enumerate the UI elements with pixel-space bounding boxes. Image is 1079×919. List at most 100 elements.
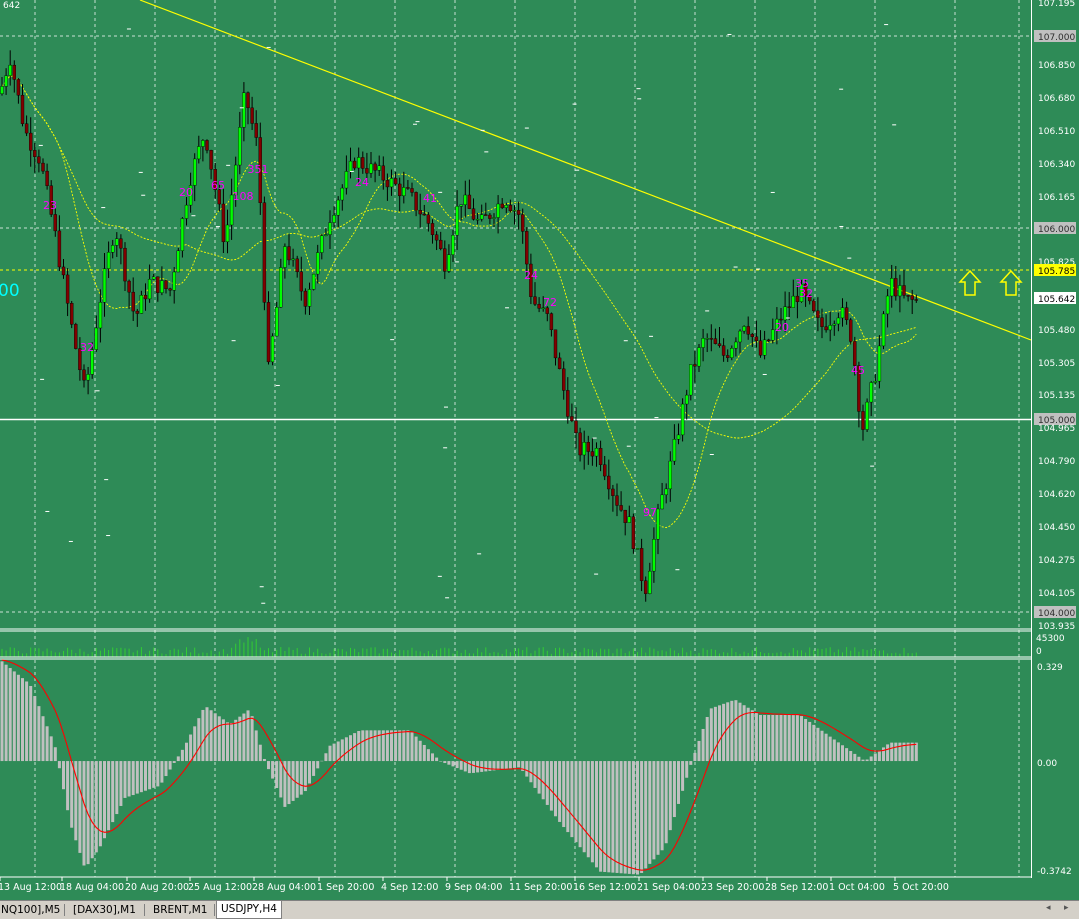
tab-nq100[interactable]: NQ100],M5 bbox=[1, 904, 61, 916]
candle-body bbox=[106, 252, 111, 269]
candle-body bbox=[74, 324, 78, 349]
candle-body bbox=[336, 199, 340, 216]
macd-histogram-bar bbox=[668, 761, 672, 831]
candle-body bbox=[557, 357, 562, 370]
macd-histogram-bar bbox=[0, 661, 4, 762]
macd-min-label: -0.3742 bbox=[1037, 867, 1072, 877]
candle-body bbox=[492, 217, 496, 219]
macd-histogram-bar bbox=[160, 761, 164, 783]
candle-body bbox=[865, 401, 869, 430]
macd-histogram-bar bbox=[877, 750, 881, 762]
candle-body bbox=[906, 295, 910, 297]
candle-body bbox=[430, 223, 435, 235]
macd-histogram-bar bbox=[238, 716, 242, 762]
macd-histogram-bar bbox=[66, 761, 70, 811]
macd-histogram-bar bbox=[62, 761, 65, 790]
macd-histogram-bar bbox=[623, 761, 627, 874]
candle-body bbox=[656, 508, 660, 540]
macd-histogram-bar bbox=[812, 724, 816, 762]
macd-histogram-bar bbox=[385, 730, 389, 762]
macd-histogram-bar bbox=[33, 696, 37, 762]
macd-histogram-bar bbox=[767, 714, 771, 762]
annotation-label: 41 bbox=[423, 192, 437, 205]
macd-histogram-bar bbox=[496, 761, 500, 770]
candle-body bbox=[549, 313, 554, 331]
up-arrow-icon bbox=[999, 269, 1023, 296]
candle-body bbox=[586, 442, 590, 452]
slow-ma-line bbox=[1, 75, 917, 439]
tab-dax30[interactable]: [DAX30],M1 bbox=[73, 904, 136, 916]
candle-body bbox=[65, 274, 70, 304]
annotation-label: 20 bbox=[775, 321, 789, 334]
candle-body bbox=[402, 187, 406, 197]
candle-body bbox=[890, 278, 894, 297]
macd-histogram-bar bbox=[107, 761, 111, 831]
macd-histogram-bar bbox=[217, 716, 221, 762]
macd-histogram-bar bbox=[422, 744, 426, 762]
macd-histogram-bar bbox=[41, 716, 45, 762]
candle-body bbox=[205, 140, 209, 151]
candle-body bbox=[373, 163, 377, 171]
macd-histogram-bar bbox=[750, 710, 754, 762]
macd-histogram-bar bbox=[394, 730, 398, 762]
candle-body bbox=[849, 319, 853, 342]
macd-histogram-bar bbox=[381, 730, 385, 762]
macd-histogram-bar bbox=[517, 761, 521, 768]
candle-body bbox=[844, 307, 849, 321]
price-axis-label: 106.850 bbox=[1038, 61, 1075, 71]
macd-histogram-bar bbox=[480, 761, 484, 772]
candle-body bbox=[668, 460, 672, 490]
tab-usdjpy[interactable]: USDJPY,H4 bbox=[216, 901, 282, 919]
candle-body bbox=[738, 330, 742, 343]
time-axis-label: 1 Sep 20:00 bbox=[317, 882, 374, 893]
candle-body bbox=[664, 488, 668, 496]
candle-body bbox=[721, 345, 726, 356]
time-axis-label: 11 Sep 20:00 bbox=[509, 882, 572, 893]
macd-histogram-bar bbox=[152, 761, 156, 788]
candle-body bbox=[98, 302, 103, 329]
macd-histogram-bar bbox=[431, 753, 434, 762]
candle-body bbox=[730, 348, 734, 358]
candle-body bbox=[885, 295, 890, 315]
macd-histogram-bar bbox=[176, 756, 180, 762]
candle-body bbox=[94, 327, 99, 350]
candle-body bbox=[270, 335, 275, 363]
candle-body bbox=[570, 416, 574, 421]
annotation-label: 24 bbox=[524, 269, 538, 282]
time-axis-label: 13 Aug 12:00 bbox=[0, 882, 62, 893]
annotation-label: 45 bbox=[851, 364, 865, 377]
level-label: 106.000 bbox=[1038, 225, 1075, 235]
candle-body bbox=[652, 539, 656, 572]
macd-histogram-bar bbox=[447, 761, 451, 765]
macd-histogram-bar bbox=[234, 719, 238, 762]
candle-body bbox=[242, 92, 246, 128]
macd-histogram-bar bbox=[508, 761, 512, 769]
macd-histogram-bar bbox=[193, 726, 197, 762]
macd-histogram-bar bbox=[324, 753, 328, 762]
candle-body bbox=[78, 348, 82, 371]
candle-body bbox=[676, 434, 681, 440]
candle-body bbox=[701, 338, 705, 348]
macd-histogram-bar bbox=[800, 716, 803, 762]
candle-body bbox=[762, 339, 767, 356]
price-axis-label: 103.935 bbox=[1038, 622, 1075, 632]
macd-histogram-bar bbox=[656, 761, 660, 855]
macd-histogram-bar bbox=[697, 740, 701, 762]
candle-body bbox=[508, 204, 513, 212]
macd-histogram-bar bbox=[12, 671, 16, 762]
candle-body bbox=[439, 239, 443, 249]
macd-histogram-bar bbox=[82, 761, 86, 866]
macd-histogram-bar bbox=[287, 761, 291, 805]
macd-histogram-bar bbox=[463, 761, 467, 772]
candle-body bbox=[229, 194, 234, 226]
scroll-left-icon[interactable]: ◂ bbox=[1046, 903, 1051, 913]
tab-brent[interactable]: BRENT,M1 bbox=[153, 904, 208, 916]
macd-histogram-bar bbox=[291, 761, 295, 801]
macd-histogram-bar bbox=[295, 761, 299, 798]
candle-body bbox=[37, 156, 41, 164]
macd-histogram-bar bbox=[172, 761, 176, 763]
macd-histogram-bar bbox=[832, 739, 836, 762]
candle-body bbox=[521, 214, 525, 232]
scroll-right-icon[interactable]: ▸ bbox=[1064, 903, 1069, 913]
